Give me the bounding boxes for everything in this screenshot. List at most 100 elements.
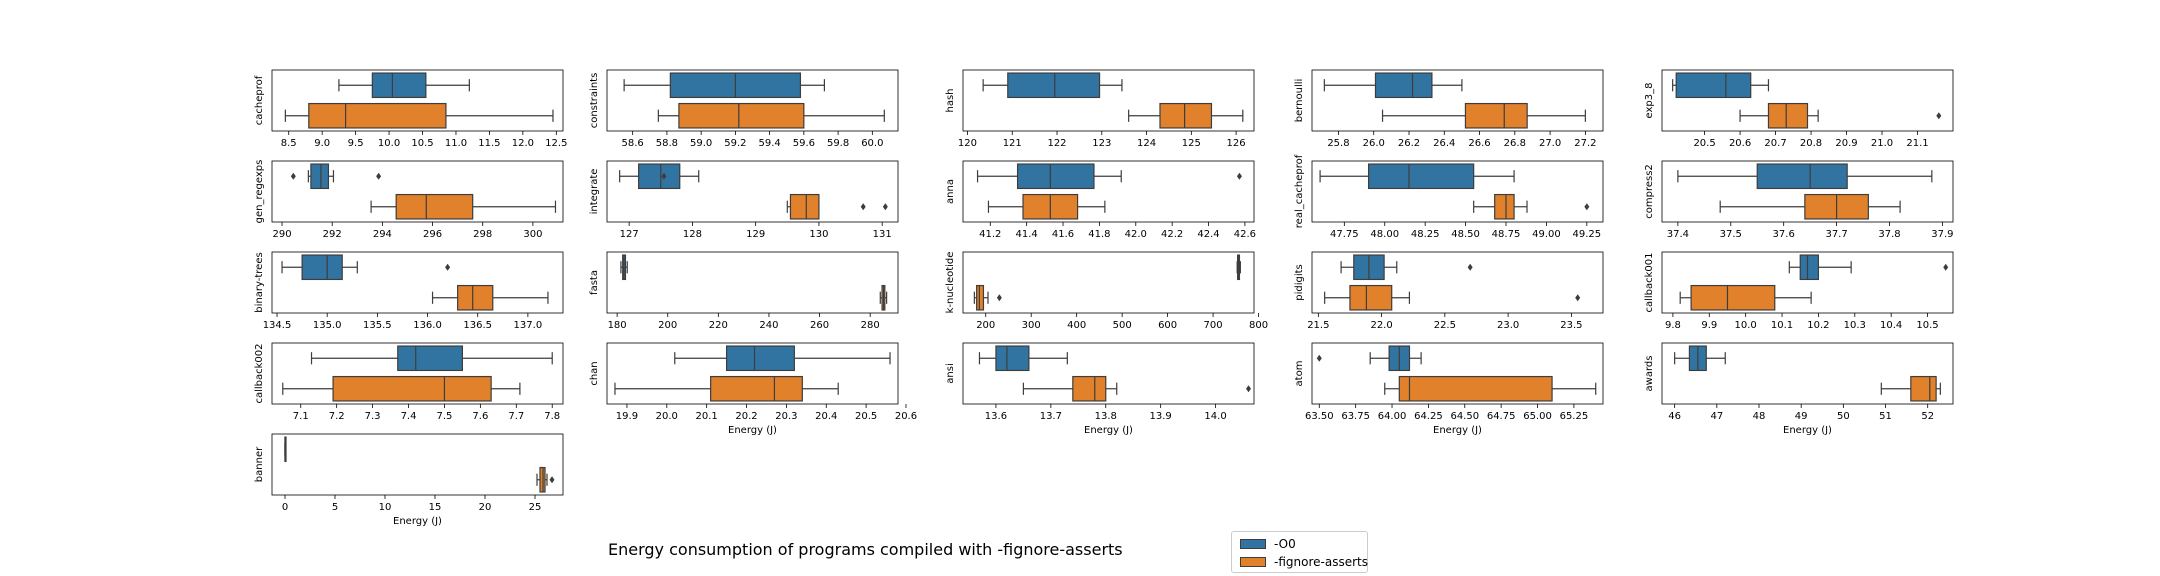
legend: -O0 -fignore-asserts: [1231, 531, 1368, 573]
cacheprof-xtick-label-8: 12.5: [545, 138, 567, 149]
bernoulli-o0-box: [1374, 72, 1433, 99]
constraints-xtick-label-0: 58.6: [622, 138, 644, 149]
fasta-xtick-label-3: 240: [759, 320, 778, 331]
legend-item-o0: -O0: [1240, 537, 1296, 551]
constraints-xtick-label-4: 59.4: [758, 138, 780, 149]
ansi-xtick-label-0: 13.6: [985, 411, 1007, 422]
legend-item-fignore-asserts: -fignore-asserts: [1240, 555, 1368, 569]
constraints-xtick-label-1: 58.8: [656, 138, 678, 149]
real-cacheprof-fignore-asserts-outlier-0: [1584, 203, 1590, 211]
chan-xlabel: Energy (J): [728, 425, 777, 436]
bernoulli-xtick-label-5: 26.8: [1504, 138, 1526, 149]
chan-xtick-label-4: 20.3: [775, 411, 797, 422]
ansi-xtick-label-2: 13.8: [1095, 411, 1117, 422]
anna-o0-box: [1016, 163, 1095, 190]
atom-xtick-label-4: 64.50: [1450, 411, 1479, 422]
callback002-o0-box: [397, 345, 464, 372]
compress2-o0-box: [1756, 163, 1848, 190]
fasta-xtick-label-1: 200: [658, 320, 677, 331]
hash-fignore-asserts-box: [1159, 102, 1213, 129]
integrate-fignore-asserts-box: [789, 193, 820, 220]
callback002-xtick-label-1: 7.2: [329, 411, 345, 422]
figure-title: Energy consumption of programs compiled …: [608, 540, 1123, 559]
ansi-xtick-label-4: 14.0: [1204, 411, 1226, 422]
hash-xtick-label-1: 121: [1003, 138, 1022, 149]
k-nucleotide-xtick-label-6: 800: [1249, 320, 1268, 331]
awards-xtick-label-3: 49: [1795, 411, 1808, 422]
exp3-8-xtick-label-2: 20.7: [1764, 138, 1786, 149]
legend-label-fignore-asserts: -fignore-asserts: [1274, 555, 1368, 569]
callback002-fignore-asserts-box: [332, 375, 492, 402]
bernoulli-xtick-label-6: 27.0: [1539, 138, 1561, 149]
awards-xlabel: Energy (J): [1783, 425, 1832, 436]
integrate-o0-outlier-0: [661, 172, 667, 180]
banner-ylabel: banner: [254, 446, 265, 482]
bernoulli-xtick-label-4: 26.6: [1468, 138, 1490, 149]
banner-xtick-label-3: 15: [429, 502, 442, 513]
gen-regexps-xtick-label-0: 290: [272, 229, 291, 240]
banner-xtick-label-1: 5: [332, 502, 338, 513]
axes-exp3-8: [1661, 69, 1954, 132]
banner-fignore-asserts-outlier-0: [549, 476, 555, 484]
compress2-xtick-label-1: 37.5: [1720, 229, 1742, 240]
axes-real-cacheprof: [1311, 160, 1604, 223]
callback001-xtick-label-1: 9.9: [1701, 320, 1717, 331]
cacheprof-o0-box: [371, 72, 427, 99]
exp3-8-ylabel: exp3_8: [1644, 83, 1655, 119]
pidigits-fignore-asserts-outlier-0: [1575, 294, 1581, 302]
callback002-ylabel: callback002: [254, 343, 265, 403]
exp3-8-xtick-label-5: 21.0: [1871, 138, 1893, 149]
k-nucleotide-fignore-asserts-box: [976, 284, 985, 311]
constraints-xtick-label-2: 59.0: [690, 138, 712, 149]
bernoulli-xtick-label-0: 25.8: [1327, 138, 1349, 149]
ansi-o0-box: [995, 345, 1030, 372]
atom-o0-outlier-0: [1316, 354, 1322, 362]
binary-trees-fignore-asserts-box: [457, 284, 494, 311]
callback001-o0-box: [1799, 254, 1820, 281]
atom-xtick-label-0: 63.50: [1305, 411, 1334, 422]
awards-ylabel: awards: [1644, 356, 1655, 392]
awards-xtick-label-6: 52: [1921, 411, 1934, 422]
pidigits-ylabel: pidigits: [1294, 264, 1305, 301]
integrate-ylabel: integrate: [589, 169, 600, 215]
exp3-8-xtick-label-6: 21.1: [1906, 138, 1928, 149]
hash-ylabel: hash: [945, 88, 956, 112]
callback002-xtick-label-0: 7.1: [293, 411, 309, 422]
chan-xtick-label-2: 20.1: [696, 411, 718, 422]
anna-xtick-label-5: 42.2: [1161, 229, 1183, 240]
bernoulli-xtick-label-3: 26.4: [1433, 138, 1455, 149]
hash-xtick-label-0: 120: [958, 138, 977, 149]
callback002-xtick-label-3: 7.4: [401, 411, 417, 422]
pidigits-xtick-label-3: 23.0: [1497, 320, 1519, 331]
banner-xtick-label-5: 25: [529, 502, 542, 513]
axes-anna: [962, 160, 1255, 223]
axes-constraints: [606, 69, 899, 132]
axes-pidigits: [1311, 251, 1604, 314]
axes-gen-regexps: [271, 160, 564, 223]
atom-xtick-label-3: 64.25: [1414, 411, 1443, 422]
binary-trees-xtick-label-4: 136.5: [463, 320, 492, 331]
k-nucleotide-fignore-asserts-outlier-0: [996, 294, 1002, 302]
constraints-xtick-label-5: 59.6: [793, 138, 815, 149]
anna-xtick-label-6: 42.4: [1197, 229, 1219, 240]
gen-regexps-fignore-asserts-box: [395, 193, 474, 220]
callback001-xtick-label-2: 10.0: [1735, 320, 1757, 331]
exp3-8-o0-box: [1675, 72, 1752, 99]
pidigits-xtick-label-2: 22.5: [1434, 320, 1456, 331]
k-nucleotide-xtick-label-2: 400: [1067, 320, 1086, 331]
axes-cacheprof: [271, 69, 564, 132]
binary-trees-ylabel: binary-trees: [254, 252, 265, 312]
callback001-xtick-label-0: 9.8: [1665, 320, 1681, 331]
cacheprof-xtick-label-2: 9.5: [348, 138, 364, 149]
gen-regexps-o0-box: [310, 163, 330, 190]
integrate-xtick-label-3: 130: [809, 229, 828, 240]
compress2-xtick-label-5: 37.9: [1931, 229, 1953, 240]
callback001-xtick-label-3: 10.1: [1771, 320, 1793, 331]
callback002-xtick-label-7: 7.8: [544, 411, 560, 422]
axes-hash: [962, 69, 1255, 132]
anna-xtick-label-1: 41.4: [1016, 229, 1038, 240]
chan-xtick-label-6: 20.5: [855, 411, 877, 422]
k-nucleotide-ylabel: k-nucleotide: [945, 252, 956, 314]
integrate-fignore-asserts-outlier-0: [860, 203, 866, 211]
